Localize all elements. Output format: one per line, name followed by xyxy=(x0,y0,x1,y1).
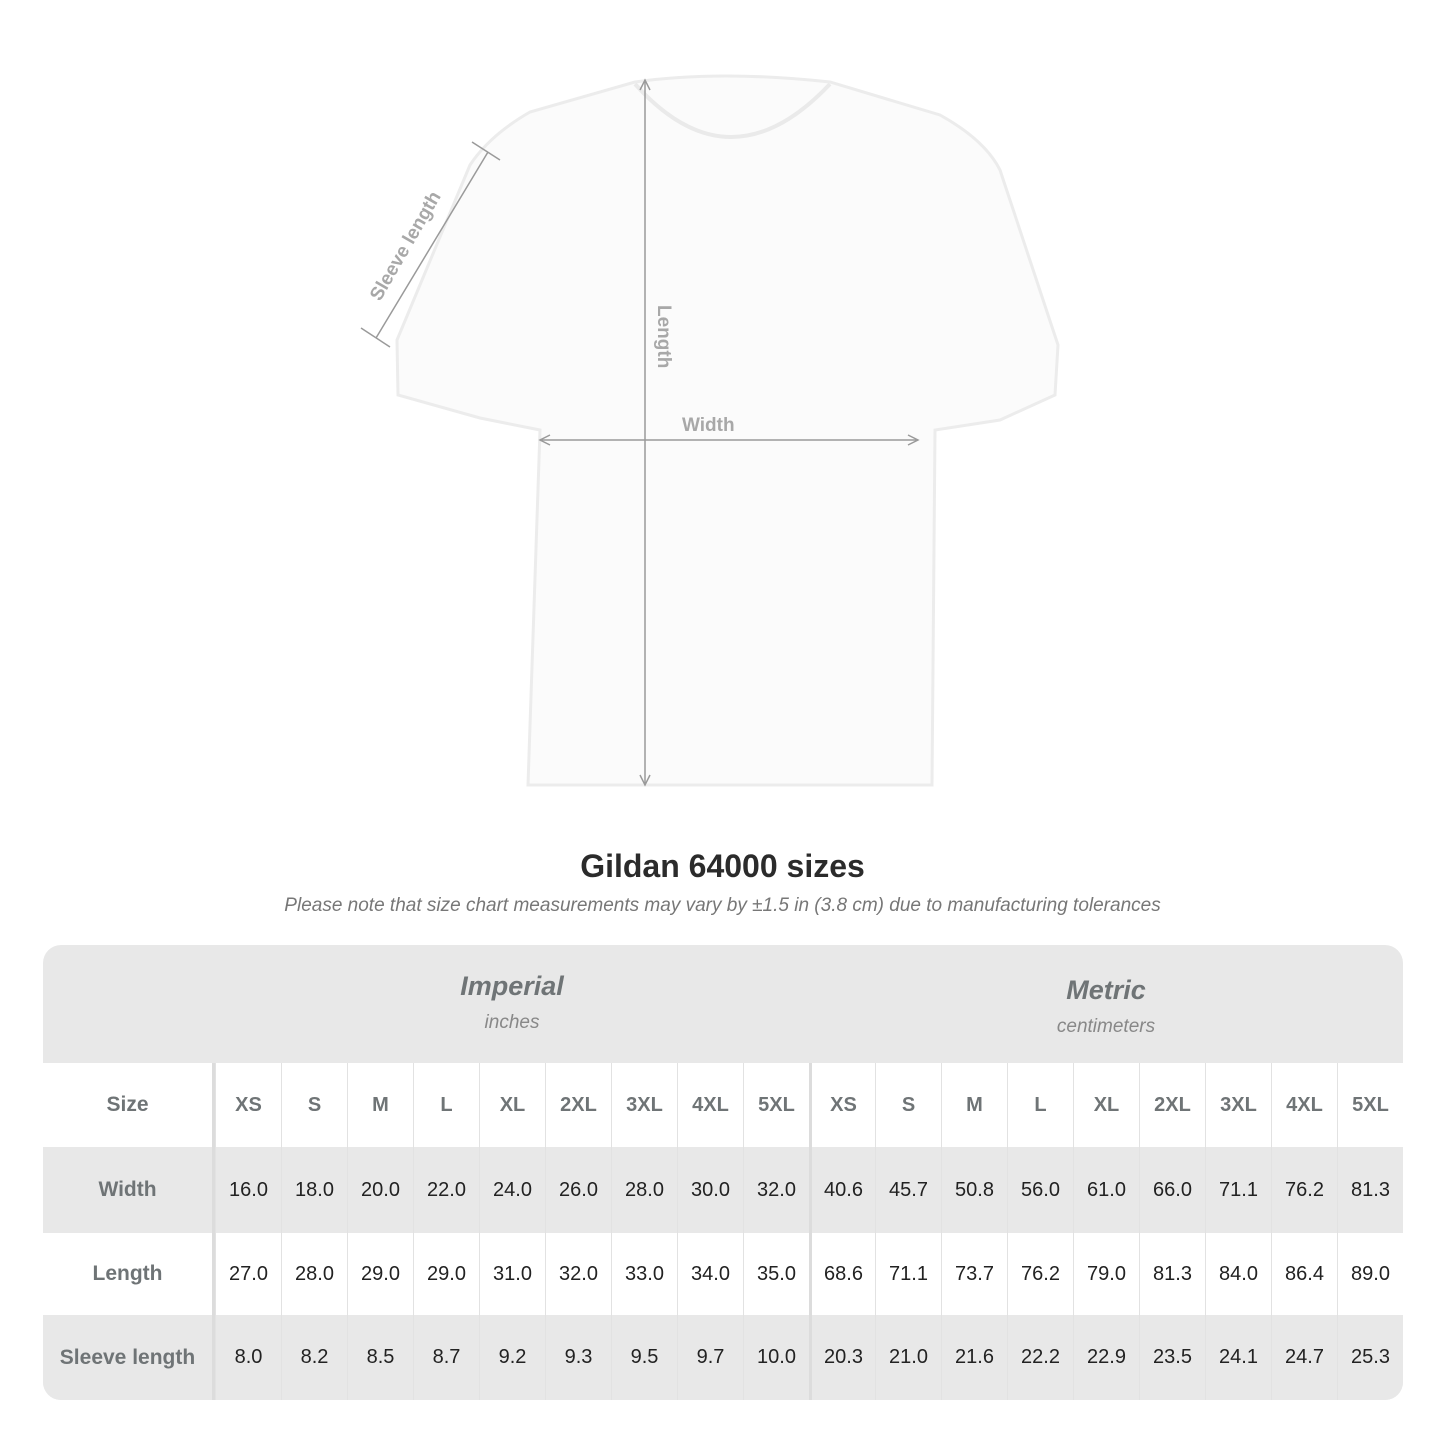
length-label: Length xyxy=(653,305,674,368)
imperial-value-cell: 20.0 xyxy=(347,1147,413,1233)
table-row-length: Length 27.0 28.0 29.0 29.0 31.0 32.0 33.0 34.0 35… xyxy=(43,1233,1403,1315)
measurement-arrows xyxy=(360,78,920,787)
metric-size-header: 2XL xyxy=(1139,1063,1205,1147)
imperial-value-cell: 30.0 xyxy=(677,1147,743,1233)
imperial-value-cell: 8.2 xyxy=(281,1315,347,1400)
metric-value-cell: 22.9 xyxy=(1073,1315,1139,1400)
metric-value-cell: 76.2 xyxy=(1007,1233,1073,1315)
metric-value-cell: 25.3 xyxy=(1337,1315,1403,1400)
metric-size-header: L xyxy=(1007,1063,1073,1147)
imperial-value-cell: 10.0 xyxy=(743,1315,809,1400)
metric-value-cell: 40.6 xyxy=(809,1147,875,1233)
imperial-size-header: 3XL xyxy=(611,1063,677,1147)
metric-value-cell: 56.0 xyxy=(1007,1147,1073,1233)
imperial-value-cell: 35.0 xyxy=(743,1233,809,1315)
imperial-value-cell: 28.0 xyxy=(611,1147,677,1233)
imperial-value-cell: 29.0 xyxy=(413,1233,479,1315)
metric-value-cell: 20.3 xyxy=(809,1315,875,1400)
imperial-value-cell: 9.2 xyxy=(479,1315,545,1400)
imperial-value-cell: 16.0 xyxy=(215,1147,281,1233)
imperial-label: Imperial xyxy=(460,971,564,1001)
imperial-value-cell: 9.5 xyxy=(611,1315,677,1400)
row-label: Length xyxy=(43,1233,215,1315)
metric-value-cell: 21.0 xyxy=(875,1315,941,1400)
metric-value-cell: 61.0 xyxy=(1073,1147,1139,1233)
metric-value-cell: 79.0 xyxy=(1073,1233,1139,1315)
imperial-header: Imperial inches xyxy=(215,945,809,1089)
table-row-width: Width 16.0 18.0 20.0 22.0 24.0 26.0 28.0 30.0 32.… xyxy=(43,1147,1403,1233)
metric-value-cell: 81.3 xyxy=(1139,1233,1205,1315)
imperial-value-cell: 8.7 xyxy=(413,1315,479,1400)
size-table: Imperial inches Metric centimeters Size X… xyxy=(43,945,1403,1400)
size-header-row: Size XS S M L XL 2XL 3XL 4XL 5XL XS S M L XL 2XL 3XL 4XL 5… xyxy=(43,1063,1403,1147)
metric-value-cell: 73.7 xyxy=(941,1233,1007,1315)
metric-value-cell: 86.4 xyxy=(1271,1233,1337,1315)
imperial-value-cell: 9.3 xyxy=(545,1315,611,1400)
imperial-value-cell: 9.7 xyxy=(677,1315,743,1400)
imperial-size-header: S xyxy=(281,1063,347,1147)
metric-value-cell: 89.0 xyxy=(1337,1233,1403,1315)
imperial-value-cell: 8.5 xyxy=(347,1315,413,1400)
metric-label: Metric xyxy=(1066,975,1146,1005)
imperial-value-cell: 8.0 xyxy=(215,1315,281,1400)
metric-size-header: 5XL xyxy=(1337,1063,1403,1147)
metric-value-cell: 66.0 xyxy=(1139,1147,1205,1233)
metric-value-cell: 76.2 xyxy=(1271,1147,1337,1233)
metric-value-cell: 68.6 xyxy=(809,1233,875,1315)
metric-value-cell: 24.1 xyxy=(1205,1315,1271,1400)
metric-size-header: XS xyxy=(809,1063,875,1147)
imperial-value-cell: 31.0 xyxy=(479,1233,545,1315)
metric-value-cell: 22.2 xyxy=(1007,1315,1073,1400)
imperial-value-cell: 26.0 xyxy=(545,1147,611,1233)
metric-value-cell: 84.0 xyxy=(1205,1233,1271,1315)
imperial-unit: inches xyxy=(484,1012,540,1033)
row-label: Sleeve length xyxy=(43,1315,215,1400)
metric-value-cell: 23.5 xyxy=(1139,1315,1205,1400)
metric-unit: centimeters xyxy=(1056,1016,1156,1037)
metric-size-header: 3XL xyxy=(1205,1063,1271,1147)
metric-value-cell: 21.6 xyxy=(941,1315,1007,1400)
imperial-size-header: 5XL xyxy=(743,1063,809,1147)
metric-value-cell: 71.1 xyxy=(1205,1147,1271,1233)
metric-size-header: XL xyxy=(1073,1063,1139,1147)
metric-value-cell: 24.7 xyxy=(1271,1315,1337,1400)
imperial-size-header: 2XL xyxy=(545,1063,611,1147)
imperial-value-cell: 33.0 xyxy=(611,1233,677,1315)
metric-value-cell: 81.3 xyxy=(1337,1147,1403,1233)
imperial-size-header: L xyxy=(413,1063,479,1147)
tshirt-shape xyxy=(395,74,1060,787)
imperial-value-cell: 24.0 xyxy=(479,1147,545,1233)
tolerance-note: Please note that size chart measurements… xyxy=(284,895,1161,916)
tshirt-diagram: Sleeve length Length Width xyxy=(360,74,1060,787)
imperial-value-cell: 34.0 xyxy=(677,1233,743,1315)
imperial-value-cell: 18.0 xyxy=(281,1147,347,1233)
imperial-value-cell: 28.0 xyxy=(281,1233,347,1315)
imperial-size-header: 4XL xyxy=(677,1063,743,1147)
width-label: Width xyxy=(682,415,735,436)
imperial-value-cell: 27.0 xyxy=(215,1233,281,1315)
imperial-size-header: XS xyxy=(215,1063,281,1147)
metric-size-header: S xyxy=(875,1063,941,1147)
metric-size-header: 4XL xyxy=(1271,1063,1337,1147)
metric-header: Metric centimeters xyxy=(809,945,1403,1093)
page-title: Gildan 64000 sizes xyxy=(580,848,865,884)
imperial-value-cell: 32.0 xyxy=(743,1147,809,1233)
imperial-size-header: XL xyxy=(479,1063,545,1147)
imperial-value-cell: 29.0 xyxy=(347,1233,413,1315)
row-label: Size xyxy=(43,1063,215,1147)
table-row-sleeve-length: Sleeve length 8.0 8.2 8.5 8.7 9.2 9.3 9.5 9.7 10.… xyxy=(43,1315,1403,1400)
metric-value-cell: 45.7 xyxy=(875,1147,941,1233)
imperial-value-cell: 22.0 xyxy=(413,1147,479,1233)
metric-value-cell: 50.8 xyxy=(941,1147,1007,1233)
metric-size-header: M xyxy=(941,1063,1007,1147)
imperial-value-cell: 32.0 xyxy=(545,1233,611,1315)
row-label: Width xyxy=(43,1147,215,1233)
tshirt-collar xyxy=(633,82,832,139)
metric-value-cell: 71.1 xyxy=(875,1233,941,1315)
imperial-size-header: M xyxy=(347,1063,413,1147)
